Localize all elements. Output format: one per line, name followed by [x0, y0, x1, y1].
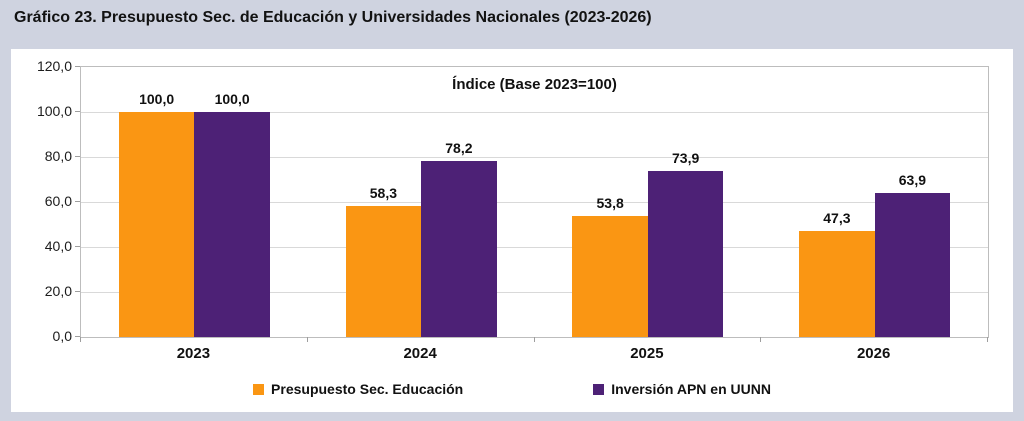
- x-axis-tick-mark: [760, 337, 762, 342]
- bar-value-label: 53,8: [596, 194, 624, 211]
- y-axis-tick-mark: [75, 246, 80, 247]
- bar-value-label: 63,9: [898, 172, 926, 189]
- x-axis-tick-mark: [306, 337, 308, 342]
- legend-swatch: [593, 383, 605, 395]
- x-axis-tick-mark: [987, 337, 988, 342]
- legend-item: Presupuesto Sec. Educación: [253, 381, 463, 397]
- bar-2026-series-1: [874, 193, 951, 337]
- gridline: [81, 112, 988, 113]
- chart-panel: Índice (Base 2023=100) 100,0 100,0 58,3 78,…: [11, 49, 1013, 412]
- y-axis-tick-label: 20,0: [44, 283, 72, 299]
- y-axis-tick-mark: [75, 111, 80, 112]
- y-axis-tick-label: 60,0: [44, 193, 72, 209]
- y-axis-tick-label: 100,0: [36, 103, 72, 119]
- chart-title: Gráfico 23. Presupuesto Sec. de Educació…: [14, 9, 652, 26]
- y-axis-tick-mark: [75, 156, 80, 157]
- y-axis-tick-mark: [75, 291, 80, 292]
- gridline: [81, 157, 988, 158]
- y-axis-tick-label: 0,0: [52, 328, 72, 344]
- bar-2023-series-0: [118, 112, 195, 337]
- y-axis-tick-label: 120,0: [36, 58, 72, 74]
- gridline: [81, 292, 988, 293]
- y-axis-tick-mark: [75, 336, 80, 337]
- bar-value-label: 47,3: [823, 209, 851, 226]
- y-axis-tick-mark: [75, 66, 80, 67]
- bar-value-label: 100,0: [214, 91, 250, 107]
- bar-value-label: 73,9: [672, 149, 700, 166]
- legend: Presupuesto Sec. Educación Inversión APN …: [11, 381, 1013, 397]
- x-axis-label: 2024: [403, 345, 437, 362]
- bar-value-label: 100,0: [139, 91, 175, 107]
- y-axis-tick-mark: [75, 201, 80, 202]
- gridline: [81, 202, 988, 203]
- x-axis-label: 2026: [856, 345, 891, 362]
- x-axis-tick-mark: [80, 337, 81, 342]
- legend-swatch: [253, 383, 265, 395]
- legend-label: Inversión APN en UUNN: [611, 381, 771, 397]
- x-axis-label: 2023: [176, 345, 211, 362]
- bar-2024-series-0: [345, 205, 422, 337]
- chart-subtitle: Índice (Base 2023=100): [452, 76, 617, 93]
- bar-value-label: 78,2: [445, 140, 473, 157]
- x-axis-label: 2025: [630, 345, 664, 362]
- y-axis-tick-label: 80,0: [44, 148, 72, 164]
- bar-2026-series-0: [799, 230, 875, 337]
- bar-2025-series-0: [572, 215, 648, 337]
- bar-value-label: 58,3: [369, 184, 397, 201]
- legend-item: Inversión APN en UUNN: [593, 381, 771, 397]
- legend-label: Presupuesto Sec. Educación: [271, 381, 464, 397]
- bar-2025-series-1: [647, 170, 724, 337]
- plot-area: Índice (Base 2023=100) 100,0 100,0 58,3 78,…: [80, 66, 989, 338]
- y-axis-tick-label: 40,0: [44, 238, 72, 254]
- x-axis-tick-mark: [533, 337, 535, 342]
- gridline: [81, 247, 988, 248]
- bar-2024-series-1: [421, 161, 497, 337]
- bar-2023-series-1: [194, 112, 270, 337]
